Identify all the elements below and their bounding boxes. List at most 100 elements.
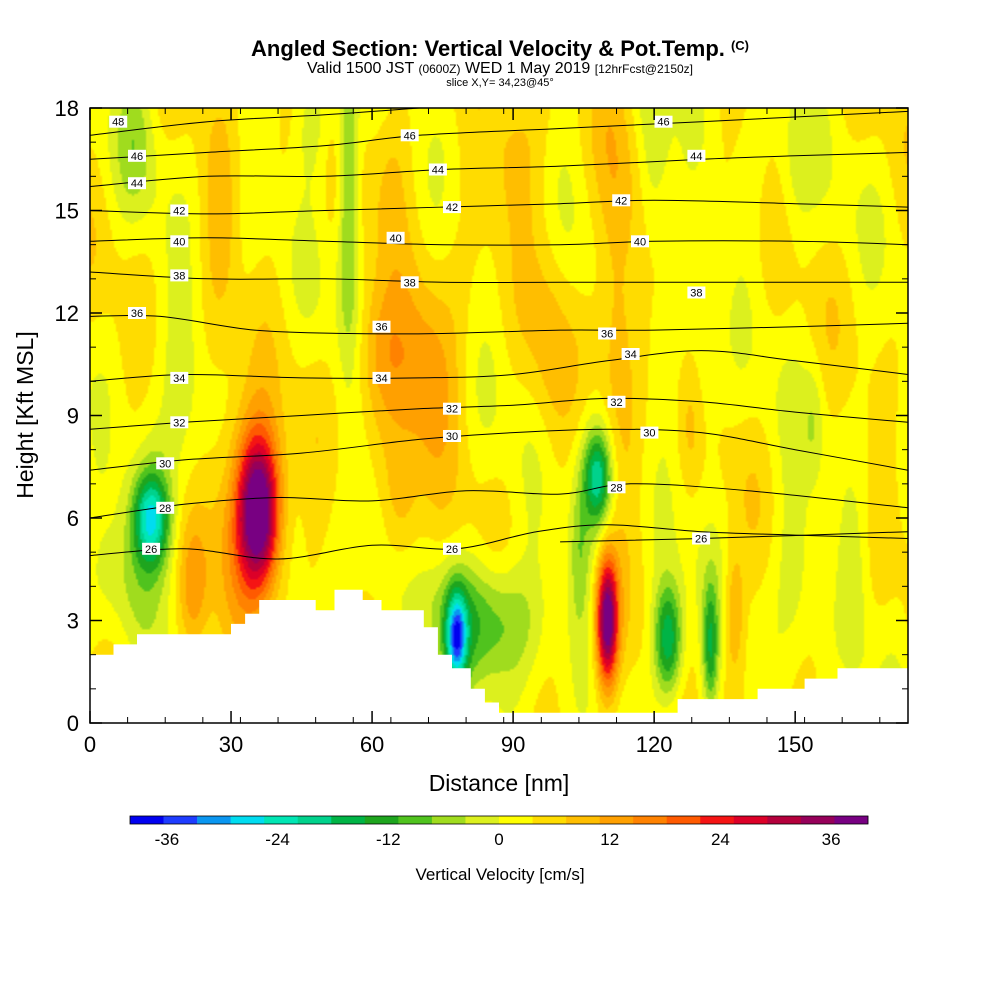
contour-label-32: 32 xyxy=(170,416,189,429)
contour-label-text: 46 xyxy=(657,117,669,129)
contour-label-text: 34 xyxy=(624,349,636,361)
contour-label-text: 38 xyxy=(404,277,416,289)
colorbar-tick-label: -24 xyxy=(265,830,290,849)
colorbar-tick-label: -36 xyxy=(155,830,180,849)
contour-label-34: 34 xyxy=(170,371,189,385)
colorbar-swatch xyxy=(700,816,735,824)
contour-label-box xyxy=(400,276,419,289)
contour-label-box xyxy=(621,348,640,360)
contour-label-text: 36 xyxy=(375,322,387,334)
contour-label-44: 44 xyxy=(428,163,447,177)
colorbar-swatch xyxy=(733,816,768,824)
contour-label-text: 32 xyxy=(610,397,622,409)
contour-label-30: 30 xyxy=(156,457,175,470)
contour-label-42: 42 xyxy=(443,201,461,214)
contour-label-36: 36 xyxy=(128,307,146,320)
colorbar-swatch xyxy=(431,816,466,824)
y-tick-label: 9 xyxy=(67,404,79,429)
chart-subtitle: Valid 1500 JST (0600Z) WED 1 May 2019 [1… xyxy=(0,60,1000,78)
contour-label-text: 32 xyxy=(446,404,458,416)
theta-contour-30 xyxy=(90,428,908,471)
contour-label-text: 28 xyxy=(159,503,171,515)
theta-contour-32 xyxy=(90,397,908,430)
colorbar-swatch xyxy=(230,816,265,824)
contour-label-text: 28 xyxy=(610,482,622,494)
contour-label-44: 44 xyxy=(687,149,706,163)
colorbar-swatch xyxy=(767,816,802,824)
contour-label-text: 36 xyxy=(601,329,613,341)
contour-label-box xyxy=(386,231,405,244)
theta-contour-42 xyxy=(90,199,908,215)
colorbar-swatch xyxy=(465,816,500,824)
contour-label-box xyxy=(156,457,175,470)
contour-label-text: 30 xyxy=(159,458,171,470)
y-tick-label: 12 xyxy=(55,301,79,326)
contour-label-34: 34 xyxy=(621,348,640,361)
theta-contour-36 xyxy=(90,314,908,335)
colorbar-swatch xyxy=(666,816,701,824)
theta-contour-28 xyxy=(90,483,908,519)
y-tick-label: 15 xyxy=(55,199,79,224)
contour-label-box xyxy=(142,542,161,555)
contour-label-text: 48 xyxy=(112,117,124,129)
contour-label-box xyxy=(443,201,461,214)
colorbar-tick-label: 24 xyxy=(711,830,730,849)
colorbar-tick-label: -12 xyxy=(376,830,401,849)
contour-label-38: 38 xyxy=(400,276,419,289)
contour-label-box xyxy=(443,430,461,442)
contour-label-box xyxy=(109,115,128,128)
contour-label-box xyxy=(170,269,189,282)
contour-label-text: 44 xyxy=(690,151,702,163)
contour-label-38: 38 xyxy=(687,286,706,300)
contour-label-42: 42 xyxy=(612,194,631,207)
contour-label-text: 44 xyxy=(432,165,444,177)
colorbar-swatch xyxy=(197,816,231,824)
contour-label-text: 32 xyxy=(173,417,185,429)
contour-label-text: 30 xyxy=(643,428,655,440)
colorbar-frame xyxy=(129,815,869,825)
chart-title-unit: (C) xyxy=(730,38,749,53)
theta-contour-26 xyxy=(90,524,908,560)
contour-label-text: 26 xyxy=(695,534,707,546)
contour-label-text: 46 xyxy=(131,151,143,163)
contour-label-box xyxy=(128,307,146,319)
theta-contour-48 xyxy=(90,108,420,136)
contour-label-text: 30 xyxy=(446,431,458,443)
y-tick-label: 18 xyxy=(55,96,79,121)
x-axis-label: Distance [nm] xyxy=(429,770,570,796)
contour-label-26: 26 xyxy=(443,542,461,556)
contour-label-text: 38 xyxy=(690,288,702,300)
contour-label-text: 42 xyxy=(173,206,185,218)
contour-label-text: 26 xyxy=(446,544,458,556)
colorbar-swatch xyxy=(264,816,299,824)
contour-label-text: 40 xyxy=(634,236,646,248)
contour-label-46: 46 xyxy=(400,129,419,142)
colorbar-title: Vertical Velocity [cm/s] xyxy=(415,865,584,884)
colorbar-swatch xyxy=(633,816,668,824)
valid-date: WED 1 May 2019 xyxy=(464,60,591,77)
x-tick-label: 0 xyxy=(84,732,96,757)
contour-label-text: 36 xyxy=(131,308,143,320)
contour-label-34: 34 xyxy=(372,371,391,385)
contour-label-text: 34 xyxy=(375,373,387,385)
x-tick-label: 90 xyxy=(501,732,525,757)
colorbar-swatch xyxy=(599,816,634,824)
valid-time: Valid 1500 JST xyxy=(306,60,414,77)
colorbar-swatch xyxy=(130,816,164,824)
contour-label-30: 30 xyxy=(640,426,659,440)
contour-label-36: 36 xyxy=(598,327,617,341)
forecast-info: [12hrFcst@2150z] xyxy=(594,62,694,76)
theta-contour-44 xyxy=(90,151,908,188)
theta-contour-40 xyxy=(90,237,908,246)
contour-label-text: 40 xyxy=(389,233,401,245)
contour-label-26: 26 xyxy=(142,542,161,556)
contour-label-text: 44 xyxy=(131,178,143,190)
theta-contour-34 xyxy=(90,350,908,382)
colorbar-tick-label: 0 xyxy=(494,830,503,849)
contour-labels: 26 26 26 28 28 30 30 30 32 32 32 34 34 34 36 36 36 38 38 38… xyxy=(109,115,711,556)
contour-label-box xyxy=(598,327,617,340)
contour-label-48: 48 xyxy=(109,115,128,129)
colorbar-swatch xyxy=(398,816,433,824)
colorbar-tick-label: 36 xyxy=(822,830,841,849)
